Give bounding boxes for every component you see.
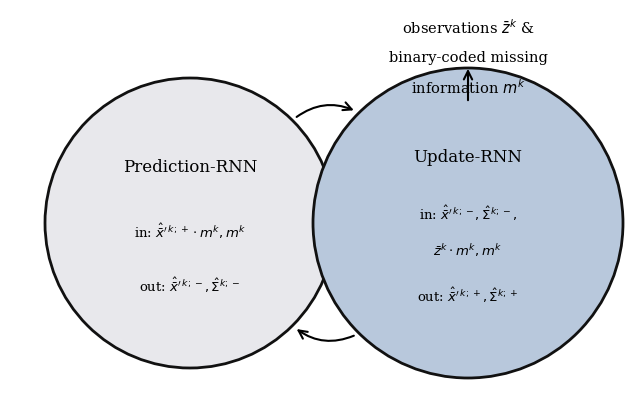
- Text: binary-coded missing: binary-coded missing: [388, 51, 547, 65]
- Text: $\bar{z}^k \cdot m^k, m^k$: $\bar{z}^k \cdot m^k, m^k$: [433, 242, 502, 259]
- Text: out: $\hat{\bar{x}}'^{\,k;+}, \hat{\Sigma}^{k;+}$: out: $\hat{\bar{x}}'^{\,k;+}, \hat{\Sigm…: [417, 285, 518, 305]
- Circle shape: [313, 68, 623, 378]
- Text: out: $\hat{\bar{x}}'^{\,k;-}, \hat{\Sigma}^{k;-}$: out: $\hat{\bar{x}}'^{\,k;-}, \hat{\Sigm…: [140, 275, 241, 295]
- Text: information $m^k$: information $m^k$: [411, 79, 525, 98]
- Text: in: $\hat{\bar{x}}'^{\,k;-}, \hat{\Sigma}^{k;-},$: in: $\hat{\bar{x}}'^{\,k;-}, \hat{\Sigma…: [419, 203, 517, 223]
- Text: observations $\bar{z}^k$ &: observations $\bar{z}^k$ &: [402, 19, 534, 38]
- Text: Prediction-RNN: Prediction-RNN: [123, 160, 257, 177]
- Text: Update-RNN: Update-RNN: [413, 149, 522, 166]
- Circle shape: [45, 78, 335, 368]
- Text: in: $\hat{\bar{x}}'^{\,k;+} \cdot m^k, m^k$: in: $\hat{\bar{x}}'^{\,k;+} \cdot m^k, m…: [134, 221, 246, 241]
